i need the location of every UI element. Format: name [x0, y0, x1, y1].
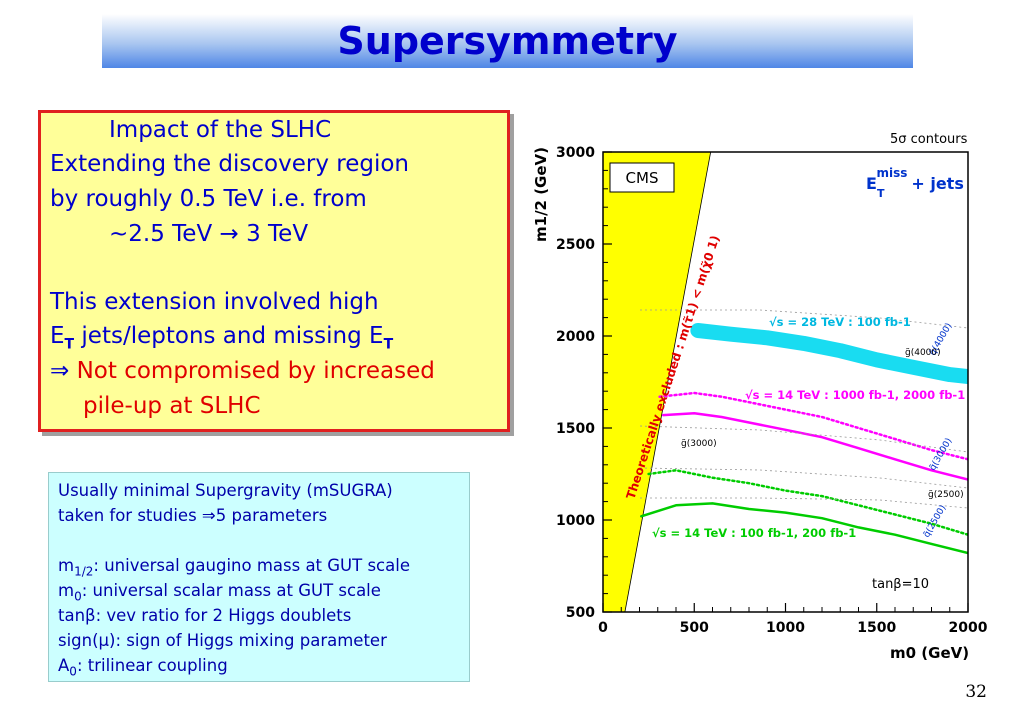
- box1-red-line: pile-up at SLHC: [83, 393, 261, 419]
- et-subscript: T: [383, 336, 394, 353]
- x-tick-label: 500: [680, 620, 709, 636]
- series-line-2: [658, 391, 968, 461]
- iso-mass-curve-1: [639, 425, 968, 453]
- box2-subscript: 0: [74, 589, 82, 604]
- box2-text: 5 parameters: [215, 506, 328, 525]
- et-symbol: E: [50, 323, 65, 349]
- box2-line: tanβ: vev ratio for 2 Higgs doublets: [58, 606, 352, 625]
- y-tick-label: 1500: [556, 421, 595, 437]
- box2-line: sign(μ): sign of Higgs mixing parameter: [58, 631, 387, 650]
- series-line-4: [647, 469, 968, 536]
- iso-mass-curve-0: [640, 309, 968, 329]
- page-number: 32: [965, 682, 987, 702]
- iso-mass-curve-3: [640, 497, 968, 509]
- box1-line: ⇒ Not compromised by increased: [50, 358, 435, 384]
- box2-text: m: [58, 556, 75, 575]
- met-jets-label: ETmiss+ jets: [866, 166, 964, 200]
- box2-line: taken for studies ⇒5 parameters: [58, 506, 327, 525]
- y-tick-label: 2000: [556, 329, 595, 345]
- iso-mass-label-1: g̃(4000): [905, 348, 941, 358]
- box2-line: m0: universal scalar mass at GUT scale: [58, 581, 381, 603]
- box2-text: : universal scalar mass at GUT scale: [81, 581, 381, 600]
- y-tick-label: 2500: [556, 237, 595, 253]
- x-axis-label: m0 (GeV): [890, 644, 969, 662]
- cms-label-box: [609, 162, 675, 193]
- box2-text: : universal gaugino mass at GUT scale: [93, 556, 410, 575]
- y-tick-label: 1000: [556, 513, 595, 529]
- slhc-impact-box: Impact of the SLHC Extending the discove…: [38, 110, 510, 432]
- implies-symbol: ⇒: [201, 506, 216, 525]
- box2-text: A: [58, 656, 70, 675]
- title-bar: Supersymmetry: [102, 14, 913, 68]
- box2-line: Usually minimal Supergravity (mSUGRA): [58, 481, 393, 500]
- y-tick-label: 3000: [556, 145, 595, 161]
- series-label-14tev-1000: √s = 14 TeV : 1000 fb-1, 2000 fb-1: [745, 388, 965, 402]
- implies-symbol: ⇒: [50, 358, 70, 384]
- x-tick-label: 2000: [949, 620, 988, 636]
- iso-mass-label-2: g̃(3000): [681, 439, 717, 449]
- series-line-3: [640, 502, 968, 555]
- box1-line: ET jets/leptons and missing ET: [50, 323, 393, 353]
- x-tick-label: 0: [598, 620, 608, 636]
- iso-mass-label-4: g̃(2500): [928, 490, 964, 500]
- cms-label: CMS: [626, 169, 659, 187]
- box1-red-text: Not compromised by increased: [69, 358, 435, 384]
- tanbeta-label: tanβ=10: [872, 577, 929, 592]
- box2-text: taken for studies: [58, 506, 202, 525]
- iso-mass-curve-2: [639, 467, 968, 489]
- msugra-box: Usually minimal Supergravity (mSUGRA) ta…: [48, 472, 470, 682]
- series-label-28tev: √s = 28 TeV : 100 fb-1: [769, 315, 911, 329]
- box1-line: This extension involved high: [50, 289, 379, 315]
- y-tick-label: 500: [566, 605, 595, 621]
- x-tick-label: 1000: [766, 620, 805, 636]
- box2-line: A0: trilinear coupling: [58, 656, 228, 678]
- series-line-0: [690, 323, 968, 384]
- excluded-region: [603, 152, 712, 612]
- box2-subscript: 1/2: [74, 564, 94, 579]
- series-label-14tev-100: √s = 14 TeV : 100 fb-1, 200 fb-1: [652, 526, 856, 540]
- box2-subscript: 0: [69, 664, 77, 679]
- box2-line: m1/2: universal gaugino mass at GUT scal…: [58, 556, 410, 578]
- et-subscript: T: [64, 336, 75, 353]
- y-axis-label: m1/2 (GeV): [532, 147, 550, 242]
- chart-title: 5σ contours: [890, 132, 968, 147]
- box2-text: m: [58, 581, 75, 600]
- box1-line: Impact of the SLHC: [109, 117, 332, 143]
- box2-text: : trilinear coupling: [76, 656, 228, 675]
- box1-line: Extending the discovery region: [50, 151, 409, 177]
- slide-title: Supersymmetry: [337, 19, 678, 63]
- series-line-1: [661, 412, 968, 481]
- x-tick-label: 1500: [857, 620, 896, 636]
- box1-line: by roughly 0.5 TeV i.e. from: [50, 186, 367, 212]
- box1-line: ~2.5 TeV → 3 TeV: [109, 221, 309, 247]
- box1-text: jets/leptons and missing E: [74, 323, 384, 349]
- discovery-reach-chart: √s = 28 TeV : 100 fb-1 √s = 14 TeV : 1000…: [532, 132, 988, 662]
